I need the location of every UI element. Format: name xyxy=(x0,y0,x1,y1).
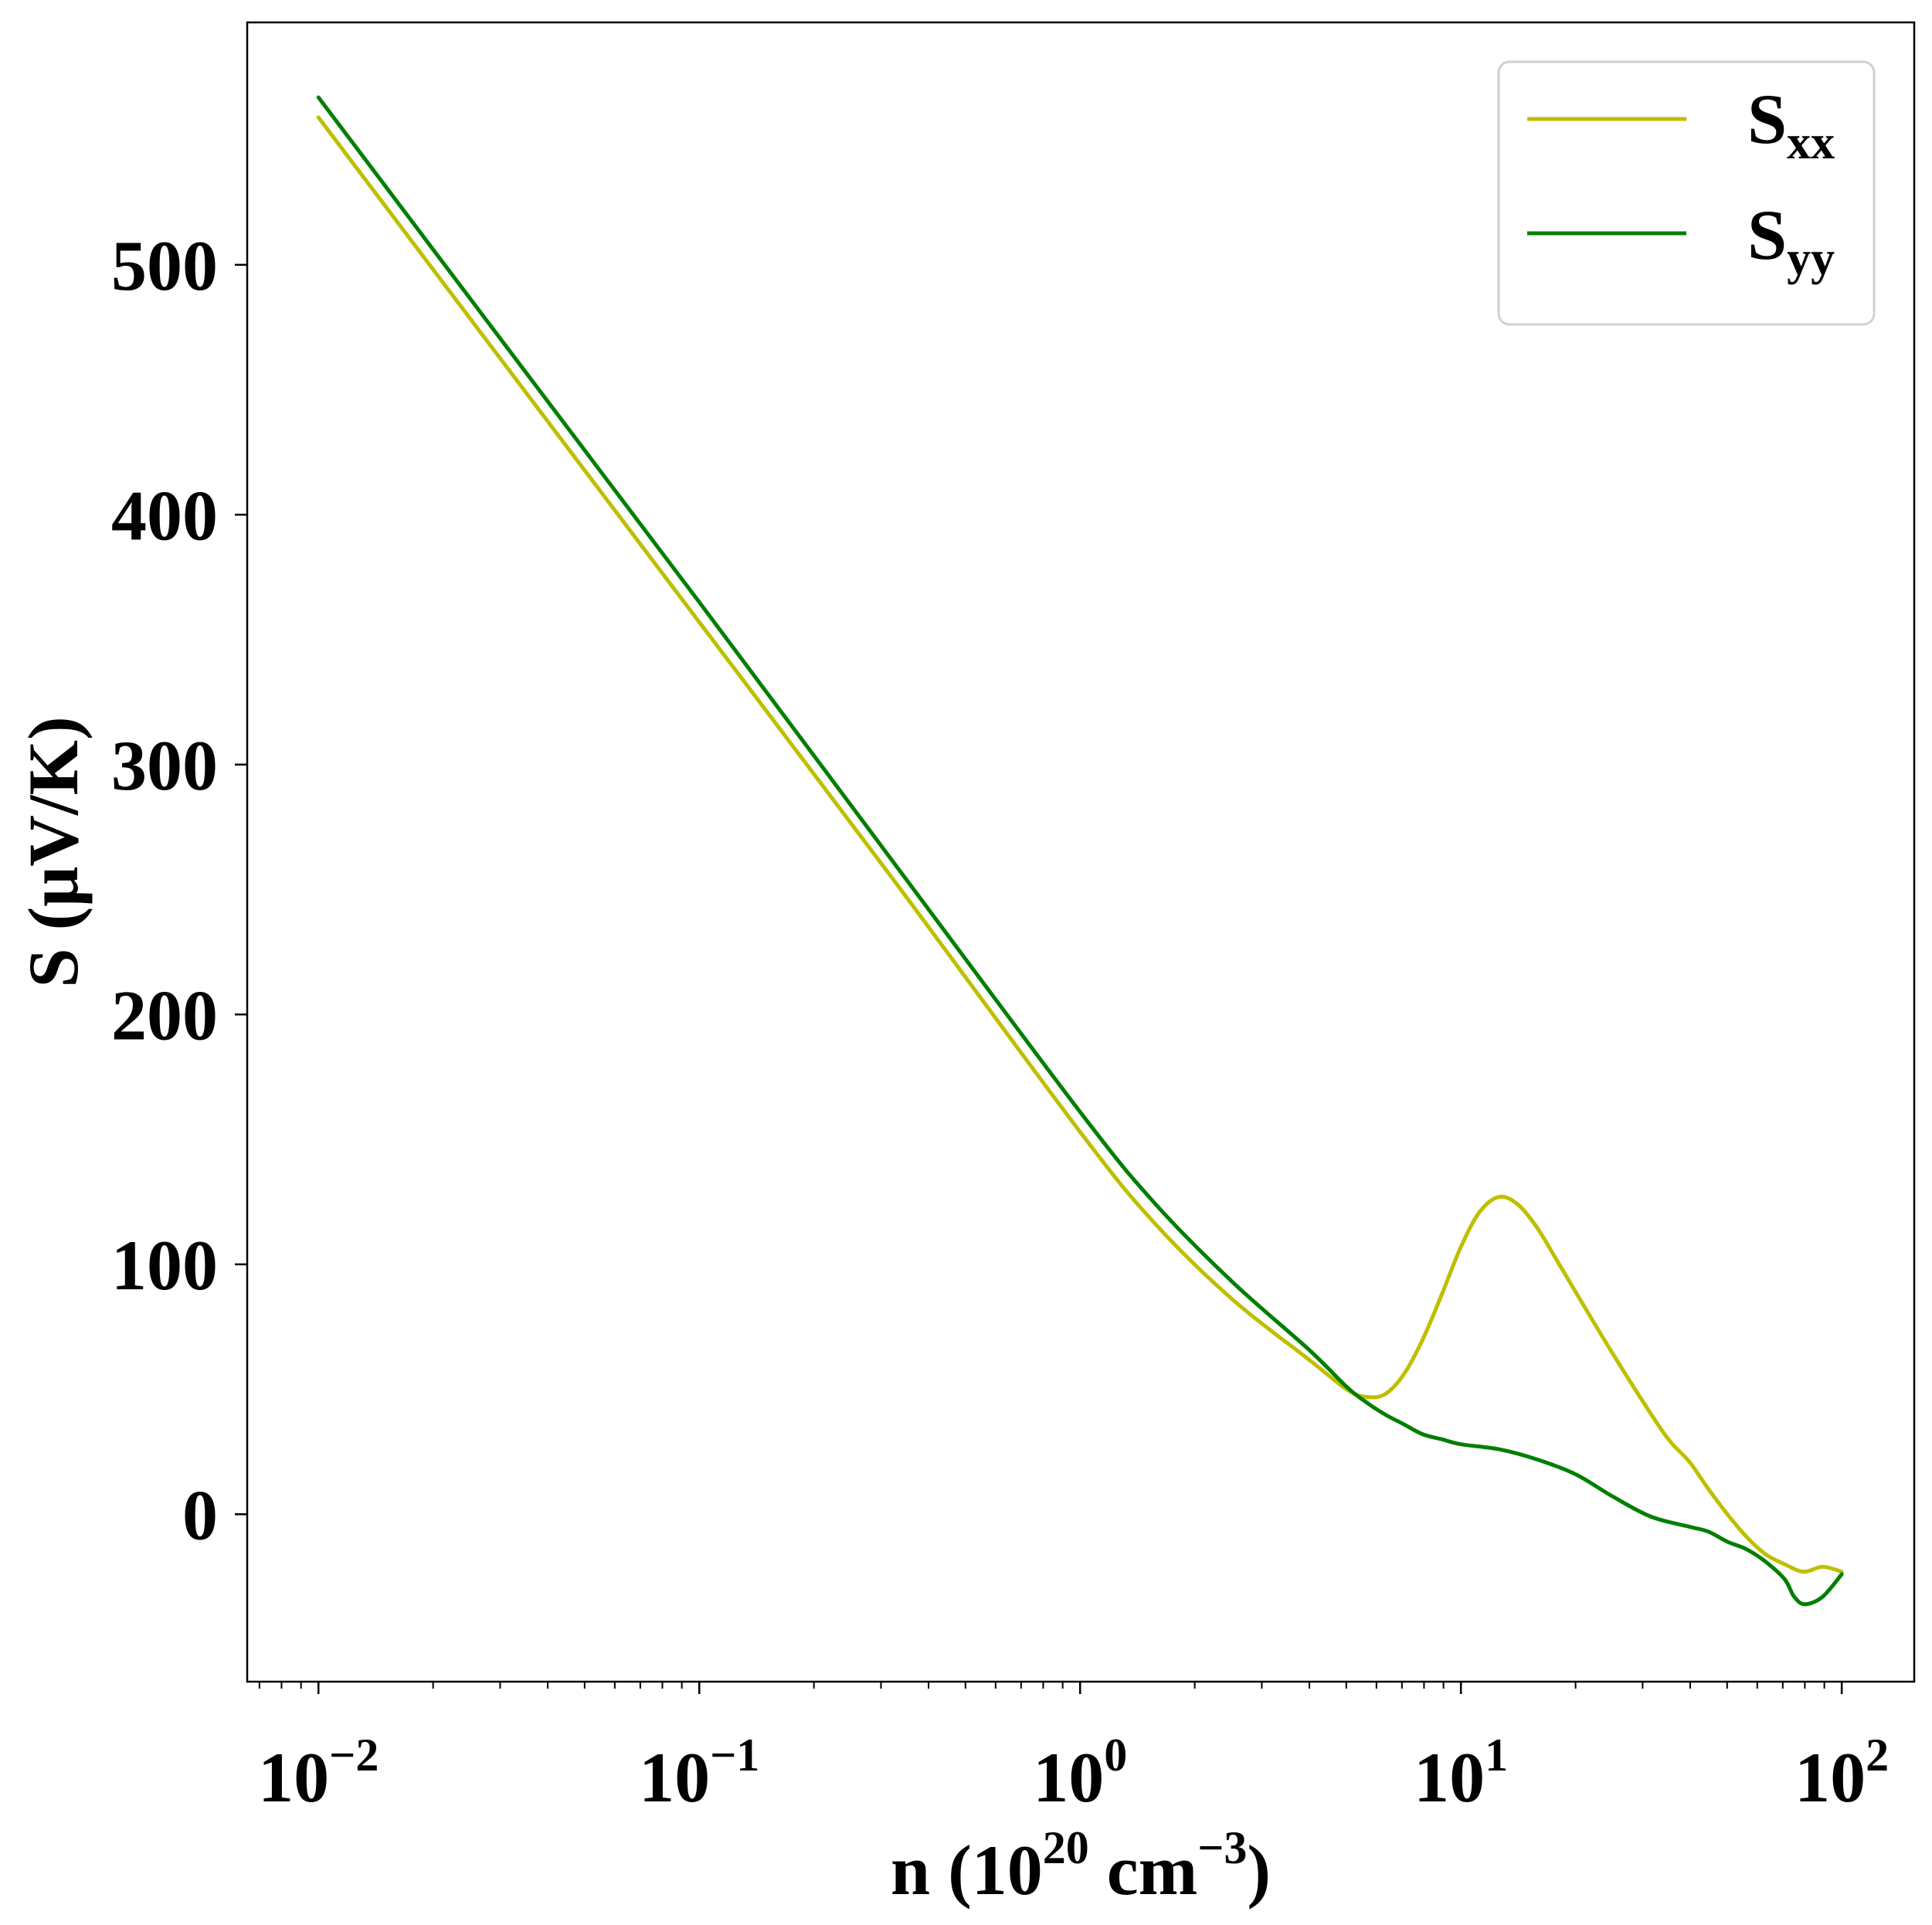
y-tick-label: 0 xyxy=(182,1475,218,1554)
y-tick-label: 100 xyxy=(111,1226,218,1305)
y-tick-label: 400 xyxy=(111,476,218,555)
x-tick-label: 100 xyxy=(1033,1730,1127,1817)
y-tick-label: 300 xyxy=(111,726,218,805)
legend-label-sxx: Sxx xyxy=(1747,80,1835,169)
y-tick-label: 500 xyxy=(111,226,218,305)
x-tick-label: 10−1 xyxy=(639,1730,759,1817)
legend: Sxx Syy xyxy=(1497,60,1876,326)
x-tick-label: 101 xyxy=(1414,1730,1508,1817)
y-axis-title: S (μV/K) xyxy=(14,716,93,987)
y-axis: 0 100 200 300 400 500 xyxy=(111,226,247,1554)
series-line-syy xyxy=(316,95,1844,1607)
x-tick-label: 102 xyxy=(1794,1730,1889,1817)
x-tick-label: 10−2 xyxy=(258,1730,379,1817)
legend-label-syy: Syy xyxy=(1747,195,1835,285)
series-layer xyxy=(316,95,1844,1607)
x-axis-title: n (1020 cm−3) xyxy=(891,1822,1271,1910)
legend-box xyxy=(1497,60,1876,326)
x-axis: 10−2 10−1 100 101 102 xyxy=(258,1682,1889,1817)
y-tick-label: 200 xyxy=(111,976,218,1054)
series-line-sxx xyxy=(316,115,1844,1574)
